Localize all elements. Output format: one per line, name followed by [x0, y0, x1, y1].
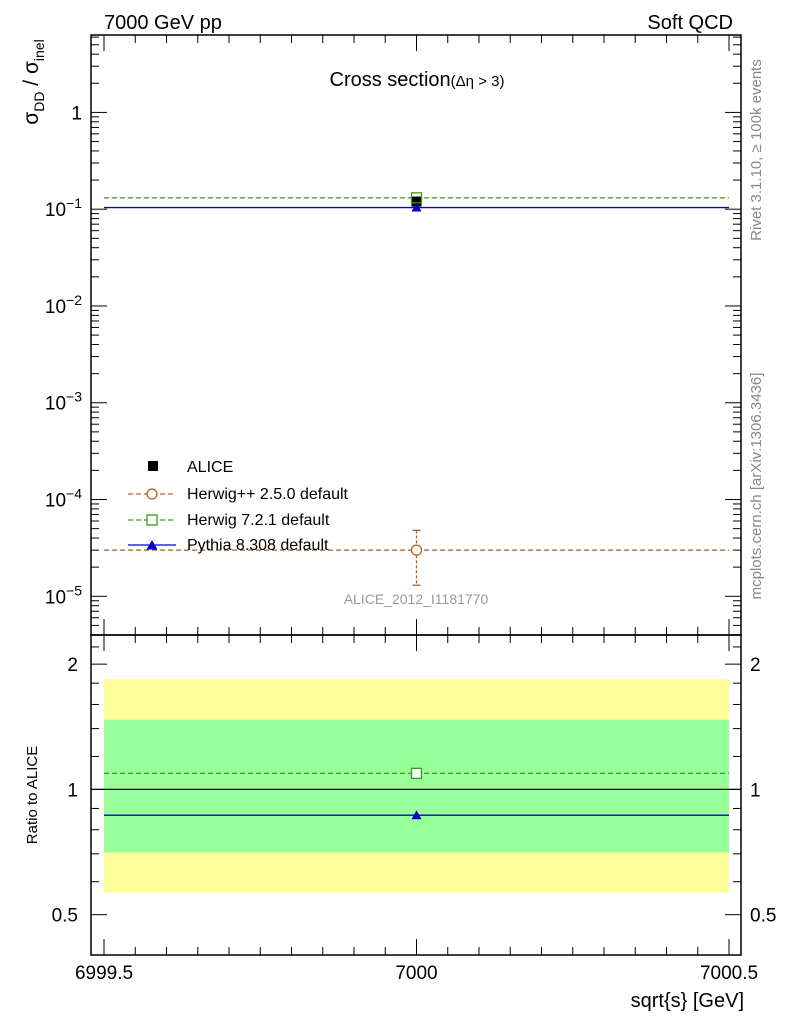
svg-text:σDD / σinel: σDD / σinel	[20, 39, 47, 124]
rivet-label: Rivet 3.1.10, ≥ 100k events	[748, 59, 765, 241]
ylabel-sigma2: σ	[20, 61, 43, 74]
ratio-lines	[104, 767, 729, 820]
header-right: Soft QCD	[647, 12, 733, 34]
x-tick-label: 7000	[395, 963, 437, 984]
main-y-tick-exp: −5	[66, 582, 82, 598]
main-y-tick-exp: −2	[66, 292, 82, 308]
ylabel-sub-dd: DD	[31, 92, 47, 112]
main-y-tick-base: 10	[45, 587, 66, 608]
main-title-text: Cross section	[330, 69, 451, 91]
legend-alice-label: ALICE	[187, 459, 233, 476]
main-y-tick-label: 1	[71, 103, 82, 124]
legend: ALICE Herwig++ 2.5.0 default Herwig 7.2.…	[128, 459, 349, 554]
main-title-sub: (Δη > 3)	[451, 73, 505, 90]
ratio-y-axis-label: Ratio to ALICE	[24, 746, 41, 844]
main-y-tick-exp: −1	[66, 195, 82, 211]
main-ticks: 110−110−210−310−410−5	[45, 36, 741, 636]
legend-pythia-marker	[146, 540, 158, 550]
main-y-tick-exp: −4	[66, 486, 82, 502]
main-y-tick-exp: −3	[66, 389, 82, 405]
legend-alice-marker	[148, 461, 158, 471]
main-title: Cross section(Δη > 3)	[330, 69, 505, 91]
ylabel-sep: /	[20, 74, 43, 92]
ratio-ticks: 0.5 0.5 1 1 2 2	[52, 646, 776, 927]
ratio-bands	[104, 679, 729, 893]
legend-pythia-label: Pythia 8.308 default	[187, 537, 329, 554]
main-y-tick-base: 10	[45, 200, 66, 221]
x-tick-label: 6999.5	[75, 963, 133, 984]
ratio-band-1-sigma	[104, 719, 729, 853]
ratio-y-tick-label-right: 1	[750, 780, 761, 801]
herwigpp-point	[410, 544, 423, 556]
pythia-point	[411, 202, 422, 212]
alice-point	[411, 196, 422, 207]
main-y-tick-label: 10−1	[45, 195, 82, 221]
main-y-tick-base: 10	[45, 394, 66, 415]
main-y-axis-label: σDD / σinel	[20, 39, 47, 124]
main-y-tick-base: 10	[45, 491, 66, 512]
main-y-tick-label: 10−5	[45, 582, 82, 608]
main-watermark: ALICE_2012_I1181770	[344, 591, 489, 607]
ratio-herwig7-point	[410, 767, 423, 779]
ylabel-sub-inel: inel	[31, 39, 47, 61]
ratio-y-tick-label-left: 0.5	[52, 906, 78, 927]
ratio-y-tick-label-left: 2	[67, 655, 78, 676]
ratio-y-tick-label-left: 1	[67, 780, 78, 801]
legend-herwigpp-label: Herwig++ 2.5.0 default	[187, 486, 349, 503]
ratio-frame	[90, 634, 742, 956]
ratio-pythia-point	[411, 810, 422, 820]
ratio-y-tick-label-right: 2	[750, 655, 761, 676]
legend-herwig7-label: Herwig 7.2.1 default	[187, 512, 330, 529]
main-y-tick-base: 10	[45, 297, 66, 318]
legend-herwig7-marker	[146, 514, 158, 526]
main-y-tick-label: 10−3	[45, 389, 82, 415]
x-tick-label: 7000.5	[700, 963, 758, 984]
ratio-y-tick-label-right: 0.5	[750, 906, 776, 927]
ylabel-sigma: σ	[20, 112, 43, 125]
source-label: mcplots.cern.ch [arXiv:1306.3436]	[748, 373, 765, 600]
header-left: 7000 GeV pp	[104, 12, 222, 34]
main-y-tick-label: 10−4	[45, 486, 82, 512]
x-ticks: 6999.5 7000 7000.5	[75, 35, 758, 984]
main-y-tick-label: 10−2	[45, 292, 82, 318]
x-axis-label: sqrt{s} [GeV]	[631, 990, 744, 1012]
main-points	[410, 192, 423, 586]
legend-herwigpp-marker	[146, 488, 158, 500]
main-y-tick-base: 1	[71, 103, 82, 124]
